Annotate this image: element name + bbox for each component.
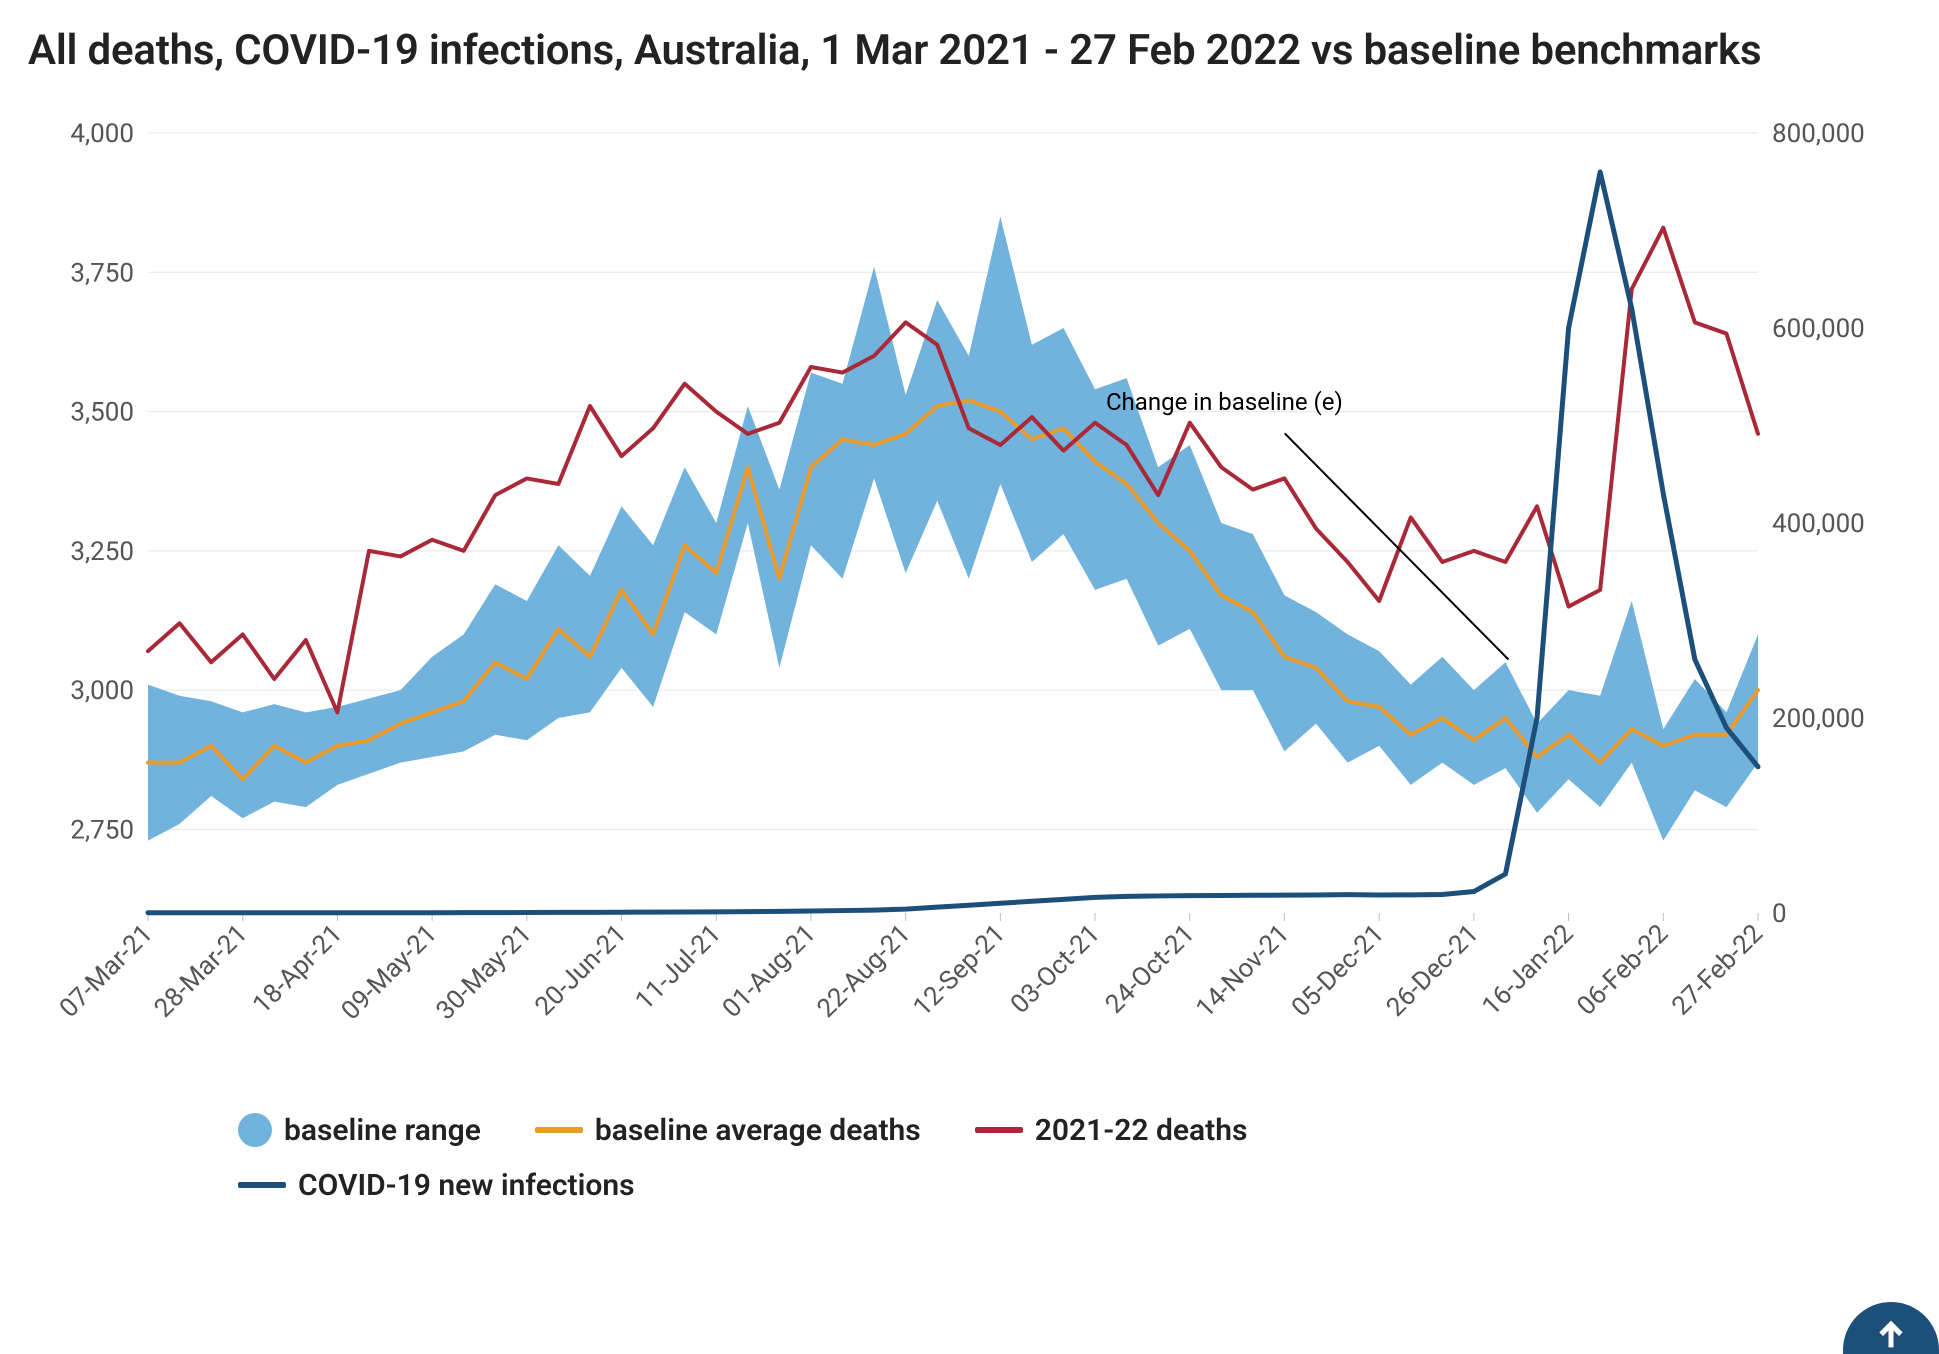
svg-text:3,750: 3,750 <box>70 258 134 288</box>
svg-text:200,000: 200,000 <box>1772 704 1865 734</box>
svg-text:27-Feb-22: 27-Feb-22 <box>1666 918 1769 1021</box>
svg-text:3,250: 3,250 <box>70 536 134 566</box>
svg-text:2,750: 2,750 <box>70 815 134 845</box>
legend-item: 2021-22 deaths <box>975 1113 1248 1148</box>
chart-svg: 2,750 3,000 3,250 3,500 3,750 4,000 0 200,000 40… <box>28 113 1908 1083</box>
svg-text:4,000: 4,000 <box>70 119 134 149</box>
svg-text:0: 0 <box>1772 899 1787 929</box>
legend-swatch <box>238 1182 286 1188</box>
page-root: All deaths, COVID-19 infections, Austral… <box>0 0 1939 1354</box>
legend-item: COVID-19 new infections <box>238 1168 635 1203</box>
scroll-to-top-button[interactable] <box>1843 1302 1939 1354</box>
annotation-label: Change in baseline (e) <box>1106 387 1343 415</box>
legend: baseline range baseline average deaths 202… <box>238 1113 1911 1203</box>
chart-title: All deaths, COVID-19 infections, Austral… <box>28 24 1911 79</box>
chart-container: 2,750 3,000 3,250 3,500 3,750 4,000 0 200,000 40… <box>28 113 1911 1083</box>
svg-text:400,000: 400,000 <box>1772 509 1865 539</box>
legend-swatch <box>238 1113 272 1147</box>
legend-label: baseline range <box>284 1113 481 1148</box>
svg-text:16-Jan-22: 16-Jan-22 <box>1477 918 1580 1021</box>
svg-text:800,000: 800,000 <box>1772 119 1865 149</box>
legend-item: baseline average deaths <box>535 1113 921 1148</box>
legend-item: baseline range <box>238 1113 481 1148</box>
legend-swatch <box>975 1127 1023 1133</box>
svg-text:09-May-21: 09-May-21 <box>336 918 443 1025</box>
svg-text:07-Mar-21: 07-Mar-21 <box>54 918 159 1023</box>
svg-text:18-Apr-21: 18-Apr-21 <box>247 918 348 1019</box>
svg-text:03-Oct-21: 03-Oct-21 <box>1005 918 1106 1019</box>
legend-label: baseline average deaths <box>595 1113 921 1148</box>
svg-text:06-Feb-22: 06-Feb-22 <box>1571 918 1674 1021</box>
baseline-range-area <box>148 216 1758 840</box>
svg-text:26-Dec-21: 26-Dec-21 <box>1381 918 1485 1022</box>
svg-text:12-Sep-21: 12-Sep-21 <box>908 918 1012 1022</box>
svg-text:11-Jul-21: 11-Jul-21 <box>630 918 727 1015</box>
svg-text:24-Oct-21: 24-Oct-21 <box>1100 918 1201 1019</box>
legend-swatch <box>535 1127 583 1133</box>
svg-text:01-Aug-21: 01-Aug-21 <box>717 918 822 1023</box>
svg-text:28-Mar-21: 28-Mar-21 <box>149 918 254 1023</box>
svg-text:05-Dec-21: 05-Dec-21 <box>1286 918 1390 1022</box>
legend-label: COVID-19 new infections <box>298 1168 635 1203</box>
svg-text:30-May-21: 30-May-21 <box>430 918 537 1025</box>
svg-text:3,000: 3,000 <box>70 676 134 706</box>
svg-text:14-Nov-21: 14-Nov-21 <box>1190 918 1295 1023</box>
svg-text:20-Jun-21: 20-Jun-21 <box>529 918 632 1021</box>
svg-text:3,500: 3,500 <box>70 397 134 427</box>
arrow-up-icon <box>1871 1314 1911 1354</box>
legend-label: 2021-22 deaths <box>1035 1113 1248 1148</box>
svg-text:22-Aug-21: 22-Aug-21 <box>812 918 917 1023</box>
svg-text:600,000: 600,000 <box>1772 314 1865 344</box>
